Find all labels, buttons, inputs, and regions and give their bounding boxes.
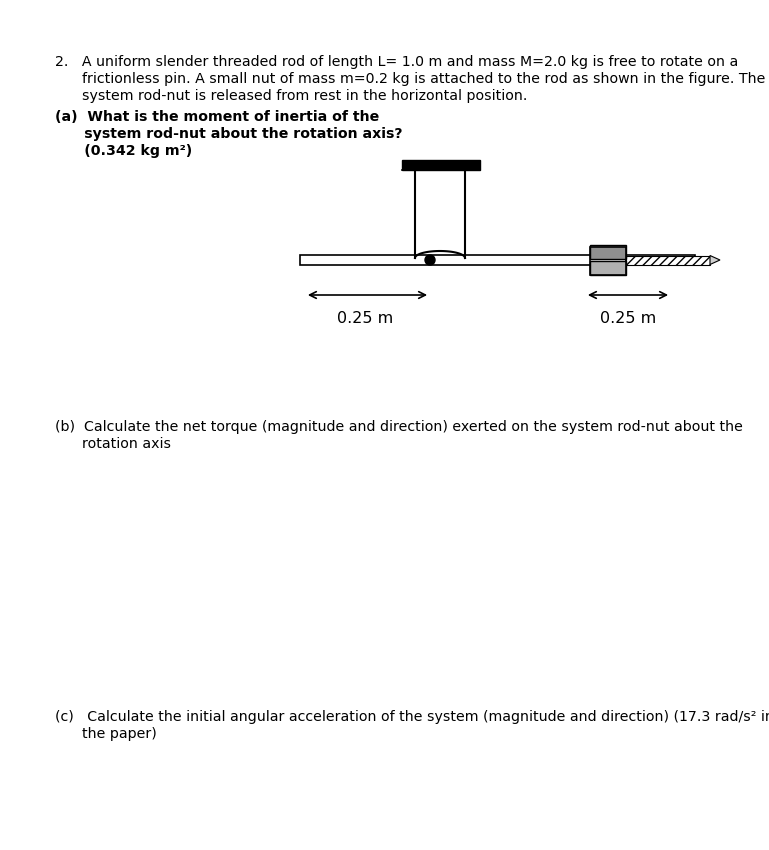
Bar <box>626 256 710 264</box>
Text: (c)   Calculate the initial angular acceleration of the system (magnitude and di: (c) Calculate the initial angular accele… <box>55 710 769 724</box>
Text: frictionless pin. A small nut of mass m=0.2 kg is attached to the rod as shown i: frictionless pin. A small nut of mass m=… <box>55 72 765 86</box>
Text: (0.342 kg m²): (0.342 kg m²) <box>55 144 192 158</box>
Text: rotation axis: rotation axis <box>55 437 171 451</box>
Text: 2.   A uniform slender threaded rod of length L= 1.0 m and mass M=2.0 kg is free: 2. A uniform slender threaded rod of len… <box>55 55 738 69</box>
Text: the paper): the paper) <box>55 727 157 741</box>
Text: system rod-nut about the rotation axis?: system rod-nut about the rotation axis? <box>55 127 402 141</box>
Text: 0.25 m: 0.25 m <box>600 311 656 326</box>
Bar <box>590 261 626 275</box>
Text: 0.25 m: 0.25 m <box>337 311 393 326</box>
Bar <box>590 245 626 259</box>
Text: system rod-nut is released from rest in the horizontal position.: system rod-nut is released from rest in … <box>55 89 528 103</box>
Polygon shape <box>415 170 465 258</box>
Bar <box>590 247 626 275</box>
Text: (b)  Calculate the net torque (magnitude and direction) exerted on the system ro: (b) Calculate the net torque (magnitude … <box>55 420 743 434</box>
Text: (a)  What is the moment of inertia of the: (a) What is the moment of inertia of the <box>55 110 379 124</box>
Polygon shape <box>710 256 720 264</box>
Bar <box>300 255 695 265</box>
Bar <box>402 160 480 170</box>
Circle shape <box>425 255 435 265</box>
